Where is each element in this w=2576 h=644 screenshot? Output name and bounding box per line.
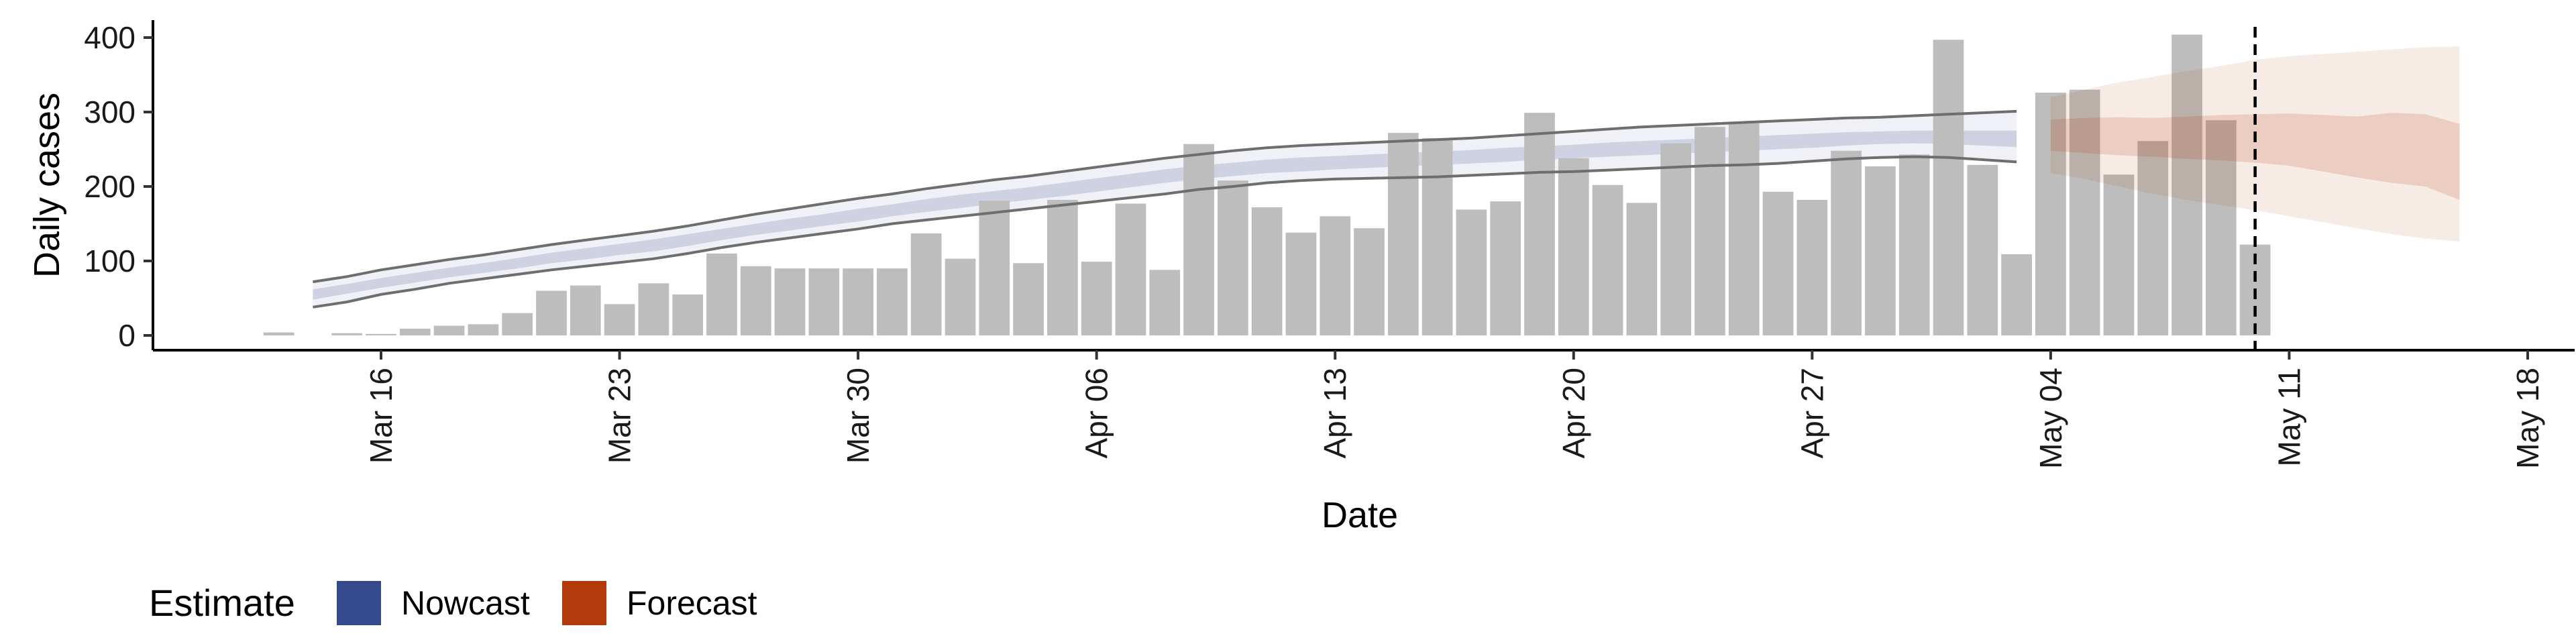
observed-bar bbox=[1490, 201, 1521, 335]
observed-bar bbox=[2137, 141, 2169, 336]
nowcast-lower-line bbox=[313, 155, 2017, 309]
observed-bar bbox=[468, 324, 499, 335]
observed-bar bbox=[1183, 144, 1214, 336]
observed-bar bbox=[1354, 228, 1385, 335]
observed-bar bbox=[638, 283, 669, 335]
x-tick-label: Mar 30 bbox=[841, 368, 875, 464]
x-tick-label: Apr 13 bbox=[1318, 368, 1352, 459]
observed-bar bbox=[1456, 209, 1487, 335]
observed-bar bbox=[1013, 263, 1044, 335]
legend-title: Estimate bbox=[149, 582, 295, 624]
observed-bar bbox=[1320, 216, 1351, 335]
forecast-band-90 bbox=[2050, 46, 2460, 242]
y-tick-label: 300 bbox=[84, 95, 136, 129]
observed-bar bbox=[1660, 143, 1692, 335]
observed-bar bbox=[604, 304, 635, 335]
observed-bar bbox=[910, 233, 942, 335]
x-tick-label: Apr 27 bbox=[1794, 368, 1829, 459]
legend-label: Nowcast bbox=[401, 584, 530, 622]
x-tick-label: Apr 06 bbox=[1079, 368, 1114, 459]
observed-bar bbox=[1898, 154, 1930, 335]
observed-bar bbox=[1831, 150, 1862, 335]
observed-bar bbox=[1081, 262, 1112, 335]
observed-bar bbox=[1592, 184, 1623, 335]
y-axis-title: Daily cases bbox=[27, 93, 67, 278]
y-tick-label: 200 bbox=[84, 169, 136, 204]
observed-bar bbox=[1558, 158, 1589, 335]
observed-bar bbox=[331, 333, 363, 335]
observed-bar bbox=[1762, 191, 1794, 335]
observed-bar bbox=[1933, 40, 1964, 336]
x-axis-title: Date bbox=[1322, 495, 1398, 535]
observed-bar bbox=[774, 268, 806, 335]
nowcast-bands bbox=[313, 111, 2017, 307]
legend-label: Forecast bbox=[627, 584, 757, 622]
observed-bar bbox=[945, 258, 976, 335]
legend-swatch bbox=[337, 581, 381, 625]
observed-bar bbox=[1387, 133, 1419, 335]
observed-bar bbox=[1047, 199, 1078, 335]
observed-bar bbox=[2171, 34, 2202, 336]
x-tick-label: May 04 bbox=[2033, 368, 2068, 469]
observed-bar bbox=[536, 290, 567, 335]
observed-bar bbox=[1524, 113, 1555, 336]
legend: Estimate Nowcast Forecast bbox=[149, 581, 757, 625]
observed-bar bbox=[2001, 254, 2032, 335]
observed-bar bbox=[1251, 207, 1283, 335]
nowcast-upper-line bbox=[313, 109, 2017, 284]
observed-bar bbox=[2206, 120, 2237, 335]
nowcast-bound-lines bbox=[313, 109, 2017, 309]
x-tick-label: May 18 bbox=[2510, 368, 2545, 469]
observed-bar bbox=[706, 253, 737, 335]
x-tick-label: Mar 23 bbox=[602, 368, 637, 464]
observed-bar bbox=[2103, 174, 2135, 335]
observed-bar bbox=[1728, 123, 1760, 335]
observed-bar bbox=[1149, 270, 1181, 335]
x-tick-label: Apr 20 bbox=[1556, 368, 1591, 459]
observed-bar bbox=[502, 313, 533, 335]
observed-bar bbox=[570, 285, 601, 335]
axes: 0 100 200 300 400 Mar 16 Mar 23 Mar 30 Apr 06 Apr… bbox=[84, 20, 2575, 469]
observed-bar bbox=[366, 333, 396, 335]
observed-bar bbox=[979, 201, 1010, 335]
observed-bar bbox=[399, 329, 431, 335]
observed-bars bbox=[263, 34, 2271, 336]
observed-bar bbox=[843, 268, 873, 335]
x-tick-label: Mar 16 bbox=[364, 368, 398, 464]
x-tick-label: May 11 bbox=[2271, 368, 2306, 466]
observed-bar bbox=[263, 332, 294, 335]
observed-bar bbox=[1217, 180, 1248, 335]
observed-bar bbox=[877, 268, 908, 335]
legend-swatch bbox=[562, 581, 606, 625]
observed-bar bbox=[740, 266, 771, 335]
y-tick-label: 0 bbox=[118, 318, 136, 353]
observed-bar bbox=[1865, 166, 1896, 335]
observed-bar bbox=[1626, 203, 1658, 335]
y-tick-label: 400 bbox=[84, 20, 136, 55]
observed-bar bbox=[2035, 93, 2066, 335]
observed-bar bbox=[808, 268, 840, 335]
observed-bar bbox=[1285, 232, 1317, 335]
observed-bar bbox=[2069, 89, 2100, 335]
observed-bar bbox=[1115, 203, 1146, 335]
observed-bar bbox=[1967, 164, 1998, 335]
observed-bar bbox=[1796, 199, 1828, 335]
nowcast-band-90 bbox=[313, 111, 2017, 307]
observed-bar bbox=[433, 325, 465, 335]
observed-bar bbox=[672, 294, 703, 335]
y-tick-label: 100 bbox=[84, 244, 136, 278]
observed-bar bbox=[1695, 127, 1725, 335]
observed-bar bbox=[1421, 138, 1453, 335]
